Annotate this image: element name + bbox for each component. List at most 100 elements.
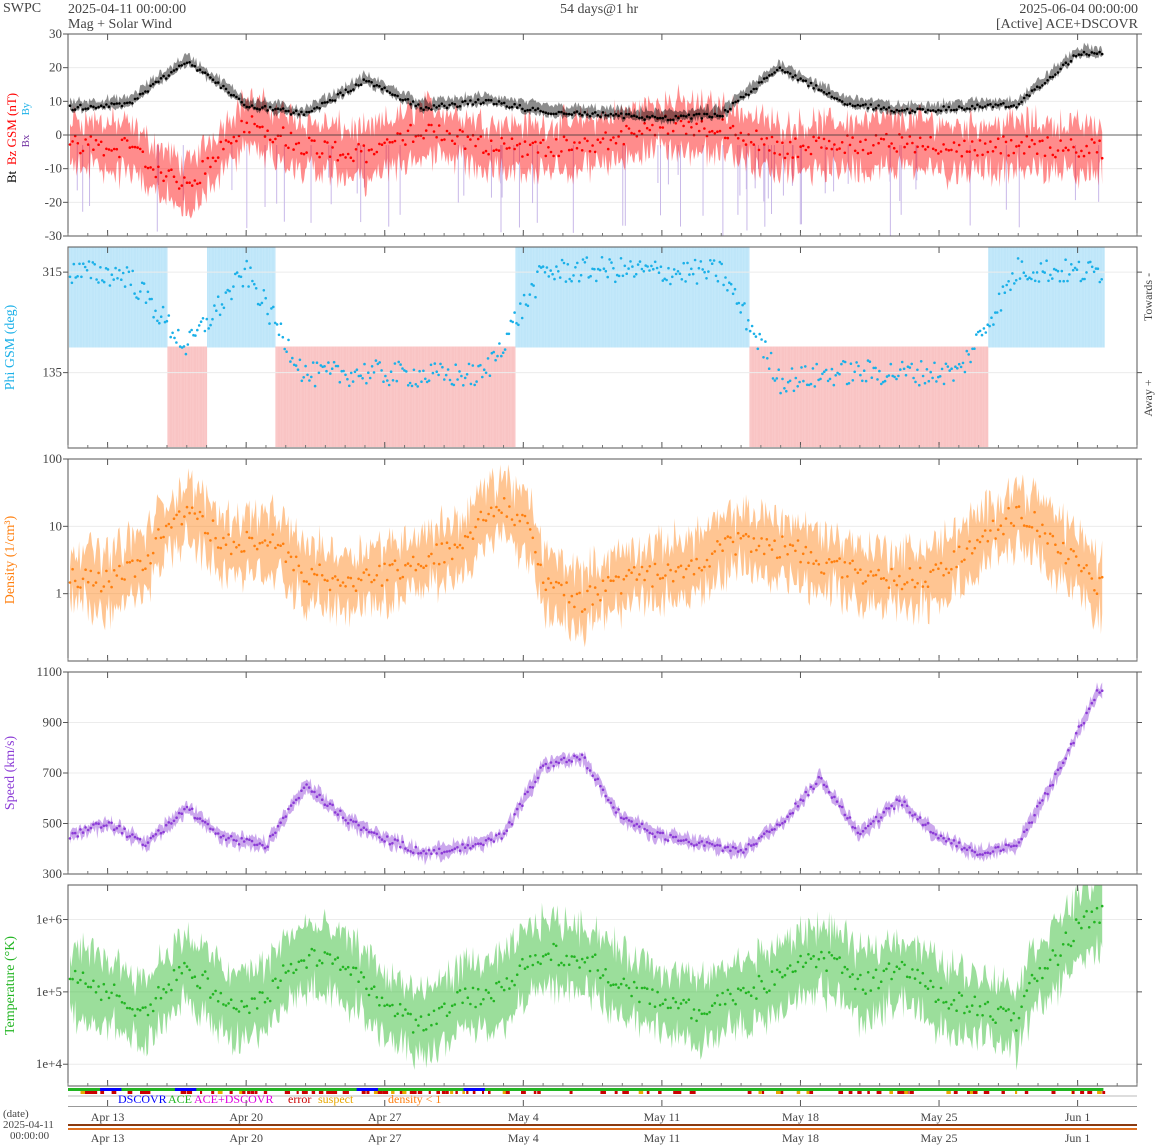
density-point <box>266 544 269 547</box>
speed-point <box>687 840 691 844</box>
towards-sector <box>1068 247 1070 348</box>
phi-point <box>1026 277 1029 281</box>
mag-y-label: 20 <box>49 60 62 75</box>
bt-point <box>484 98 488 102</box>
bt-point <box>747 93 750 97</box>
temperature-point <box>73 969 77 973</box>
away-sector <box>199 346 202 447</box>
phi-point <box>118 268 121 272</box>
density-point <box>68 581 72 584</box>
towards-sector <box>582 247 584 348</box>
towards-sector <box>687 247 689 348</box>
density-point <box>92 584 95 587</box>
bt-point <box>541 110 545 114</box>
away-sector <box>887 346 889 447</box>
bz-point <box>853 149 857 153</box>
phi-point <box>796 385 799 388</box>
density-point <box>549 581 553 585</box>
density-point <box>159 536 163 540</box>
phi-point <box>703 270 706 274</box>
bz-point <box>297 141 301 145</box>
speed-point <box>601 788 605 792</box>
bz-point <box>396 132 399 135</box>
bz-point <box>648 128 652 132</box>
date-tick-label-bottom: Jun 1 <box>1065 1131 1091 1145</box>
bt-point <box>1051 75 1055 79</box>
bz-point <box>534 140 537 144</box>
towards-sector <box>159 247 161 348</box>
temperature-point <box>544 953 548 956</box>
away-sector <box>803 346 805 447</box>
away-sector <box>313 346 316 447</box>
towards-sector <box>1012 247 1014 348</box>
phi-point <box>488 374 492 378</box>
temperature-point <box>206 977 210 980</box>
temperature-point <box>723 1002 727 1006</box>
temperature-point <box>911 968 914 971</box>
bz-point <box>151 168 155 171</box>
temperature-point <box>123 1002 126 1005</box>
bz-point <box>963 139 966 143</box>
away-sector <box>904 346 906 447</box>
bt-band <box>70 42 1103 125</box>
speed-point <box>833 795 836 799</box>
away-label: Away + <box>1141 379 1155 417</box>
phi-point <box>978 329 982 333</box>
density-point <box>367 573 371 577</box>
temperature-point <box>1059 954 1062 957</box>
towards-sector <box>647 247 649 348</box>
density-point <box>471 537 475 540</box>
bt-point <box>573 111 576 114</box>
towards-sector <box>660 247 662 348</box>
away-sector <box>825 346 827 447</box>
bz-point <box>513 147 516 151</box>
bt-point <box>1035 85 1039 88</box>
phi-point <box>393 362 397 365</box>
bt-point <box>812 87 815 90</box>
towards-sector <box>1024 247 1026 348</box>
speed-point <box>627 819 631 822</box>
away-sector <box>916 346 918 447</box>
away-sector <box>339 346 341 447</box>
phi-point <box>74 276 77 279</box>
bz-point <box>695 122 698 126</box>
speed-point <box>632 824 636 827</box>
phi-point <box>908 366 912 369</box>
towards-sector <box>1006 247 1008 348</box>
speed-point <box>617 808 620 811</box>
density-point <box>120 577 124 581</box>
temperature-point <box>177 965 181 969</box>
towards-sector <box>624 247 626 348</box>
bz-point <box>674 122 678 125</box>
density-point <box>890 567 893 571</box>
bz-point <box>1043 154 1047 158</box>
bt-point <box>170 70 173 74</box>
bt-point <box>92 105 95 109</box>
phi-point <box>279 322 283 326</box>
temperature-point <box>120 1001 124 1004</box>
away-sector <box>167 346 169 447</box>
phi-point <box>931 376 934 380</box>
phi-point <box>253 282 256 286</box>
phi-point <box>131 269 134 273</box>
temperature-point <box>989 1015 992 1018</box>
phi-point <box>876 378 879 381</box>
bt-point <box>196 69 199 72</box>
temperature-point <box>305 966 308 969</box>
towards-sector <box>684 247 686 348</box>
temperature-point <box>970 1004 974 1007</box>
temperature-point <box>679 1002 683 1005</box>
bt-point <box>443 104 446 108</box>
density-point <box>167 522 171 526</box>
temperature-point <box>895 965 899 968</box>
bz-point <box>731 124 735 128</box>
phi-point <box>961 361 965 365</box>
away-sector <box>189 346 191 447</box>
towards-sector <box>1030 247 1032 348</box>
speed-point <box>549 761 553 764</box>
bz-point <box>502 142 506 145</box>
density-point <box>357 577 360 581</box>
away-sector <box>469 346 472 447</box>
bt-point <box>339 91 342 94</box>
density-point <box>622 578 626 581</box>
